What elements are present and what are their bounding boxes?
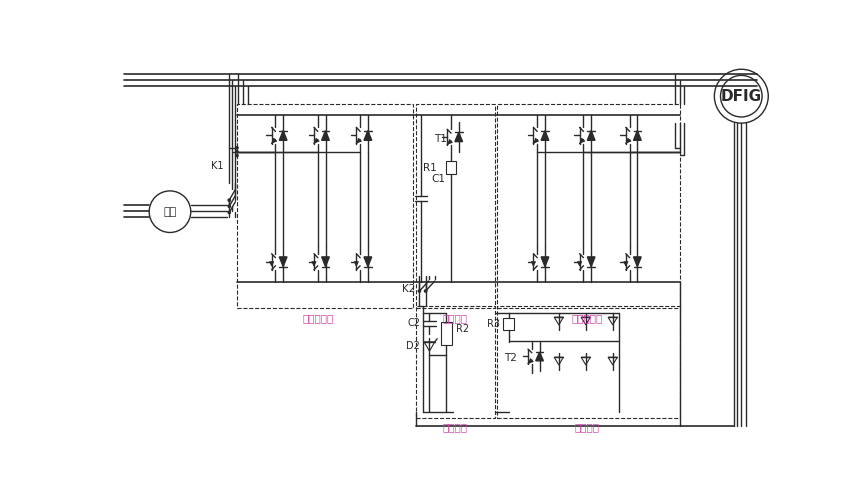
Text: D2: D2 bbox=[405, 342, 419, 351]
Text: K2: K2 bbox=[402, 284, 415, 294]
Polygon shape bbox=[541, 130, 548, 140]
Text: T1: T1 bbox=[434, 134, 447, 143]
Circle shape bbox=[236, 146, 238, 149]
Circle shape bbox=[236, 154, 238, 156]
Text: K1: K1 bbox=[211, 162, 224, 172]
Polygon shape bbox=[580, 317, 590, 325]
Circle shape bbox=[720, 76, 761, 117]
Polygon shape bbox=[363, 257, 371, 266]
Text: C1: C1 bbox=[431, 174, 445, 184]
Polygon shape bbox=[633, 257, 641, 266]
Bar bbox=[497, 104, 679, 308]
Circle shape bbox=[418, 290, 420, 292]
Bar bbox=[237, 104, 412, 308]
Circle shape bbox=[714, 69, 767, 123]
Bar bbox=[415, 306, 494, 418]
Text: 橇棒回路: 橇棒回路 bbox=[574, 422, 599, 432]
Polygon shape bbox=[363, 130, 371, 140]
Bar bbox=[445, 162, 455, 174]
Text: 机侧变频器: 机侧变频器 bbox=[571, 313, 602, 323]
Circle shape bbox=[228, 212, 230, 214]
Text: 电网: 电网 bbox=[163, 206, 177, 216]
Polygon shape bbox=[321, 130, 329, 140]
Polygon shape bbox=[554, 317, 563, 325]
Polygon shape bbox=[580, 357, 590, 365]
Circle shape bbox=[149, 191, 190, 232]
Bar bbox=[415, 104, 494, 308]
Text: C2: C2 bbox=[406, 318, 419, 328]
Circle shape bbox=[236, 150, 238, 153]
Polygon shape bbox=[586, 257, 594, 266]
Polygon shape bbox=[535, 352, 542, 361]
Circle shape bbox=[424, 290, 426, 292]
Text: R1: R1 bbox=[423, 163, 437, 173]
Text: T2: T2 bbox=[503, 353, 516, 363]
Text: 斩波电路: 斩波电路 bbox=[442, 313, 467, 323]
Text: DFIG: DFIG bbox=[720, 88, 761, 104]
Polygon shape bbox=[586, 130, 594, 140]
Text: 网侧变频器: 网侧变频器 bbox=[302, 313, 333, 323]
Bar bbox=[503, 318, 513, 330]
Polygon shape bbox=[424, 342, 434, 351]
Polygon shape bbox=[554, 357, 563, 365]
Text: 吸收回路: 吸收回路 bbox=[442, 422, 467, 432]
Polygon shape bbox=[455, 132, 462, 141]
Text: R3: R3 bbox=[486, 319, 499, 329]
Text: R2: R2 bbox=[455, 324, 468, 334]
Polygon shape bbox=[279, 130, 287, 140]
Circle shape bbox=[228, 199, 230, 202]
Polygon shape bbox=[321, 257, 329, 266]
Polygon shape bbox=[541, 257, 548, 266]
Circle shape bbox=[228, 205, 230, 208]
Polygon shape bbox=[279, 257, 287, 266]
Bar bbox=[497, 306, 679, 418]
Polygon shape bbox=[633, 130, 641, 140]
Bar bbox=[441, 322, 451, 345]
Polygon shape bbox=[607, 317, 616, 325]
Polygon shape bbox=[607, 357, 616, 365]
